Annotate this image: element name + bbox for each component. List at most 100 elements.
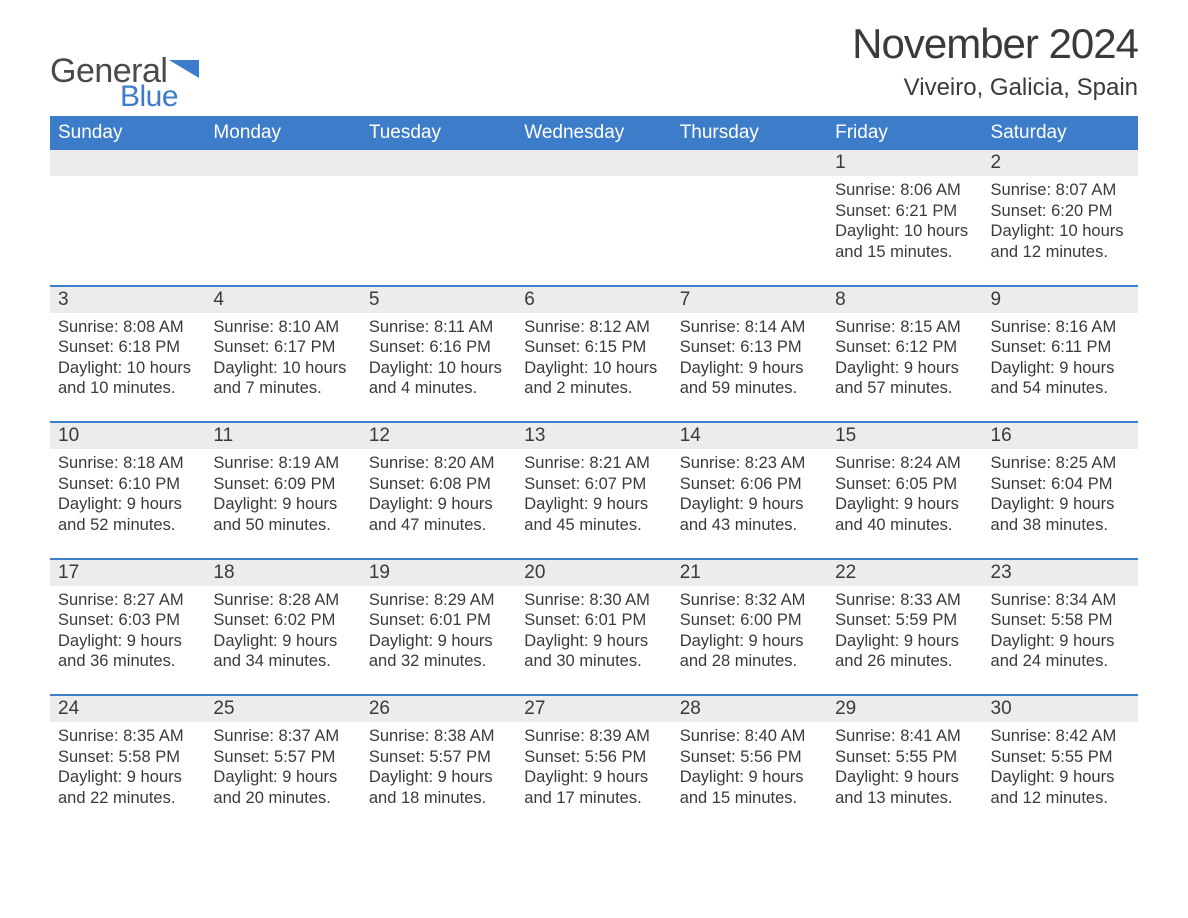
day-number: 30 [983, 696, 1138, 722]
sunrise-text: Sunrise: 8:12 AM [524, 317, 663, 338]
daylight-text: and 20 minutes. [213, 788, 352, 809]
sunset-text: Sunset: 6:01 PM [524, 610, 663, 631]
day-number: 13 [516, 423, 671, 449]
day-number: 6 [516, 287, 671, 313]
daylight-text: and 59 minutes. [680, 378, 819, 399]
day-number: 4 [205, 287, 360, 313]
empty-day [361, 150, 516, 176]
calendar-cell: 21Sunrise: 8:32 AMSunset: 6:00 PMDayligh… [672, 559, 827, 696]
day-info: Sunrise: 8:40 AMSunset: 5:56 PMDaylight:… [680, 726, 819, 809]
sunrise-text: Sunrise: 8:40 AM [680, 726, 819, 747]
day-number: 3 [50, 287, 205, 313]
calendar-cell [205, 150, 360, 286]
sunset-text: Sunset: 5:57 PM [213, 747, 352, 768]
day-number: 28 [672, 696, 827, 722]
daylight-text: Daylight: 9 hours [213, 767, 352, 788]
day-info: Sunrise: 8:34 AMSunset: 5:58 PMDaylight:… [991, 590, 1130, 673]
sunset-text: Sunset: 6:15 PM [524, 337, 663, 358]
day-number: 29 [827, 696, 982, 722]
sunrise-text: Sunrise: 8:21 AM [524, 453, 663, 474]
day-info: Sunrise: 8:35 AMSunset: 5:58 PMDaylight:… [58, 726, 197, 809]
dow-header: Saturday [983, 116, 1138, 150]
daylight-text: Daylight: 9 hours [680, 358, 819, 379]
day-number: 10 [50, 423, 205, 449]
sunrise-text: Sunrise: 8:24 AM [835, 453, 974, 474]
daylight-text: Daylight: 10 hours [524, 358, 663, 379]
day-number: 19 [361, 560, 516, 586]
daylight-text: and 38 minutes. [991, 515, 1130, 536]
sunrise-text: Sunrise: 8:29 AM [369, 590, 508, 611]
location-label: Viveiro, Galicia, Spain [852, 74, 1138, 102]
daylight-text: Daylight: 9 hours [680, 767, 819, 788]
daylight-text: and 50 minutes. [213, 515, 352, 536]
daylight-text: Daylight: 10 hours [369, 358, 508, 379]
empty-day [672, 150, 827, 176]
day-number: 7 [672, 287, 827, 313]
daylight-text: and 34 minutes. [213, 651, 352, 672]
daylight-text: and 52 minutes. [58, 515, 197, 536]
day-info: Sunrise: 8:39 AMSunset: 5:56 PMDaylight:… [524, 726, 663, 809]
sunset-text: Sunset: 5:56 PM [680, 747, 819, 768]
logo-flag-icon [169, 60, 199, 78]
calendar-cell: 24Sunrise: 8:35 AMSunset: 5:58 PMDayligh… [50, 695, 205, 831]
day-info: Sunrise: 8:19 AMSunset: 6:09 PMDaylight:… [213, 453, 352, 536]
day-number: 9 [983, 287, 1138, 313]
calendar-cell: 27Sunrise: 8:39 AMSunset: 5:56 PMDayligh… [516, 695, 671, 831]
daylight-text: Daylight: 9 hours [369, 767, 508, 788]
calendar-cell: 12Sunrise: 8:20 AMSunset: 6:08 PMDayligh… [361, 422, 516, 559]
day-info: Sunrise: 8:28 AMSunset: 6:02 PMDaylight:… [213, 590, 352, 673]
day-info: Sunrise: 8:11 AMSunset: 6:16 PMDaylight:… [369, 317, 508, 400]
daylight-text: Daylight: 9 hours [835, 494, 974, 515]
dow-header: Sunday [50, 116, 205, 150]
daylight-text: and 28 minutes. [680, 651, 819, 672]
daylight-text: Daylight: 9 hours [58, 767, 197, 788]
daylight-text: Daylight: 9 hours [835, 767, 974, 788]
daylight-text: Daylight: 9 hours [991, 767, 1130, 788]
daylight-text: Daylight: 9 hours [991, 358, 1130, 379]
sunrise-text: Sunrise: 8:15 AM [835, 317, 974, 338]
day-number: 8 [827, 287, 982, 313]
calendar-cell [361, 150, 516, 286]
daylight-text: Daylight: 9 hours [369, 494, 508, 515]
sunrise-text: Sunrise: 8:08 AM [58, 317, 197, 338]
dow-header: Thursday [672, 116, 827, 150]
calendar-cell: 6 Sunrise: 8:12 AMSunset: 6:15 PMDaylight… [516, 286, 671, 423]
day-info: Sunrise: 8:23 AMSunset: 6:06 PMDaylight:… [680, 453, 819, 536]
sunrise-text: Sunrise: 8:20 AM [369, 453, 508, 474]
day-info: Sunrise: 8:16 AMSunset: 6:11 PMDaylight:… [991, 317, 1130, 400]
daylight-text: Daylight: 9 hours [213, 631, 352, 652]
day-number: 20 [516, 560, 671, 586]
daylight-text: and 22 minutes. [58, 788, 197, 809]
sunset-text: Sunset: 5:58 PM [58, 747, 197, 768]
day-info: Sunrise: 8:14 AMSunset: 6:13 PMDaylight:… [680, 317, 819, 400]
daylight-text: Daylight: 9 hours [369, 631, 508, 652]
day-info: Sunrise: 8:06 AMSunset: 6:21 PMDaylight:… [835, 180, 974, 263]
sunrise-text: Sunrise: 8:06 AM [835, 180, 974, 201]
calendar-cell: 5 Sunrise: 8:11 AMSunset: 6:16 PMDaylight… [361, 286, 516, 423]
day-number: 25 [205, 696, 360, 722]
day-number: 26 [361, 696, 516, 722]
sunrise-text: Sunrise: 8:35 AM [58, 726, 197, 747]
day-number: 5 [361, 287, 516, 313]
days-of-week-row: SundayMondayTuesdayWednesdayThursdayFrid… [50, 116, 1138, 150]
day-info: Sunrise: 8:32 AMSunset: 6:00 PMDaylight:… [680, 590, 819, 673]
sunset-text: Sunset: 6:02 PM [213, 610, 352, 631]
daylight-text: and 7 minutes. [213, 378, 352, 399]
day-info: Sunrise: 8:21 AMSunset: 6:07 PMDaylight:… [524, 453, 663, 536]
sunset-text: Sunset: 6:16 PM [369, 337, 508, 358]
sunset-text: Sunset: 5:55 PM [991, 747, 1130, 768]
calendar-cell: 18Sunrise: 8:28 AMSunset: 6:02 PMDayligh… [205, 559, 360, 696]
calendar-cell: 2Sunrise: 8:07 AMSunset: 6:20 PMDaylight… [983, 150, 1138, 286]
day-info: Sunrise: 8:25 AMSunset: 6:04 PMDaylight:… [991, 453, 1130, 536]
day-info: Sunrise: 8:38 AMSunset: 5:57 PMDaylight:… [369, 726, 508, 809]
daylight-text: and 24 minutes. [991, 651, 1130, 672]
sunrise-text: Sunrise: 8:11 AM [369, 317, 508, 338]
daylight-text: and 54 minutes. [991, 378, 1130, 399]
daylight-text: and 32 minutes. [369, 651, 508, 672]
day-info: Sunrise: 8:10 AMSunset: 6:17 PMDaylight:… [213, 317, 352, 400]
calendar-week: 3Sunrise: 8:08 AMSunset: 6:18 PMDaylight… [50, 286, 1138, 423]
empty-day [205, 150, 360, 176]
calendar-cell: 1Sunrise: 8:06 AMSunset: 6:21 PMDaylight… [827, 150, 982, 286]
calendar-cell: 4 Sunrise: 8:10 AMSunset: 6:17 PMDaylight… [205, 286, 360, 423]
sunset-text: Sunset: 6:21 PM [835, 201, 974, 222]
